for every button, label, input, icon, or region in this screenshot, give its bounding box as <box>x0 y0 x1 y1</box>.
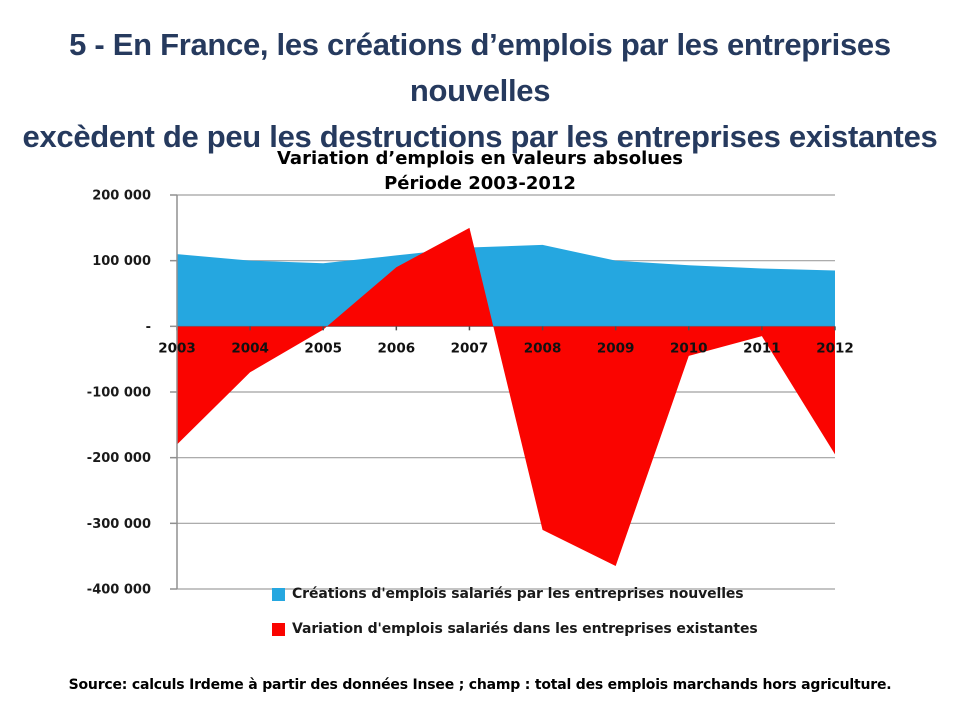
y-axis-label: - <box>146 320 151 335</box>
slide-title: 5 - En France, les créations d’emplois p… <box>0 22 960 160</box>
y-axis-label: 200 000 <box>92 189 151 204</box>
y-axis-label: -100 000 <box>87 386 151 401</box>
y-axis-label: 100 000 <box>92 254 151 269</box>
x-axis-label: 2012 <box>816 340 854 356</box>
legend-swatch-red-icon <box>272 622 285 636</box>
slide-title-line2: excèdent de peu les destructions par les… <box>22 119 938 154</box>
area-creations-new-firms <box>177 244 835 327</box>
legend-swatch-blue-icon <box>272 587 285 601</box>
x-axis-label: 2006 <box>378 340 416 356</box>
legend-label-new-firms: Créations d'emplois salariés par les ent… <box>292 586 744 602</box>
x-axis-label: 2010 <box>670 340 708 356</box>
x-axis-label: 2011 <box>743 340 781 356</box>
y-axis-label: -400 000 <box>87 583 151 598</box>
x-axis-label: 2004 <box>231 340 269 356</box>
legend-label-existing-firms: Variation d'emplois salariés dans les en… <box>292 621 758 637</box>
chart-legend: Créations d'emplois salariés par les ent… <box>272 586 758 656</box>
x-axis-label: 2005 <box>304 340 342 356</box>
chart-title: Variation d’emplois en valeurs absolues … <box>0 146 960 196</box>
chart-title-line2: Période 2003-2012 <box>384 173 576 194</box>
legend-item-new-firms: Créations d'emplois salariés par les ent… <box>272 586 758 602</box>
x-axis-label: 2009 <box>597 340 635 356</box>
x-axis-label: 2008 <box>524 340 562 356</box>
x-axis-label: 2007 <box>451 340 489 356</box>
slide-title-line1: 5 - En France, les créations d’emplois p… <box>69 27 891 108</box>
y-axis-label: -300 000 <box>87 517 151 532</box>
y-axis-label: -200 000 <box>87 451 151 466</box>
x-axis-label: 2003 <box>158 340 196 356</box>
chart-title-line1: Variation d’emplois en valeurs absolues <box>276 148 683 169</box>
source-note: Source: calculs Irdeme à partir des donn… <box>68 677 892 693</box>
legend-item-existing-firms: Variation d'emplois salariés dans les en… <box>272 621 758 637</box>
